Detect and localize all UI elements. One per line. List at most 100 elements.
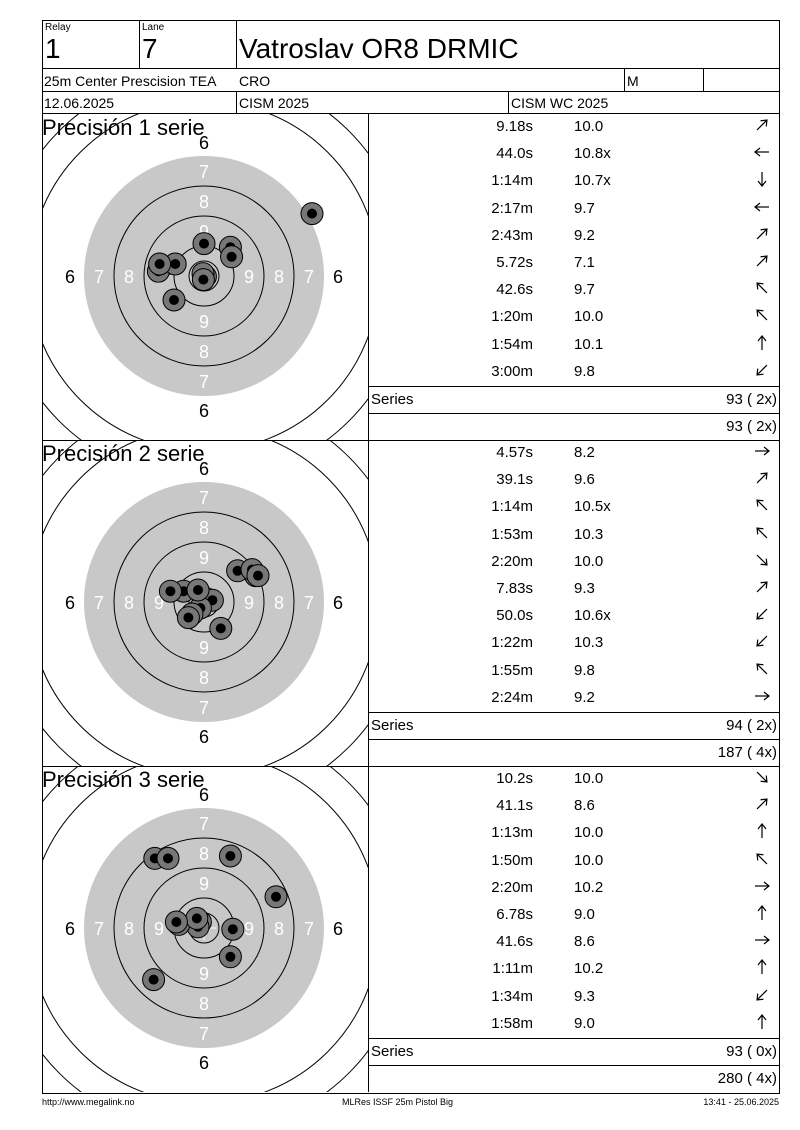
shot-time: 39.1s xyxy=(496,471,533,489)
target-ring xyxy=(143,867,265,989)
sheet-frame xyxy=(42,20,780,1094)
shot-center xyxy=(183,612,194,623)
shot-row: 6.78s 9.0 xyxy=(369,902,779,929)
shot-direction-arrow-icon xyxy=(756,852,768,864)
shot-time: 1:34m xyxy=(491,987,533,1005)
shot-center xyxy=(226,251,237,262)
ring-label: 8 xyxy=(199,994,209,1014)
shot-time: 1:58m xyxy=(491,1014,533,1032)
shot-group xyxy=(158,558,270,640)
shot-time: 44.0s xyxy=(496,145,533,163)
date: 12.06.2025 xyxy=(44,95,115,111)
relay-label: Relay xyxy=(45,22,71,33)
ring-label: 6 xyxy=(65,593,75,613)
shot-center xyxy=(199,238,209,249)
series-total: 93 ( 0x) xyxy=(726,1043,777,1060)
ring-label: 8 xyxy=(274,593,284,613)
shot-score: 9.7 xyxy=(574,199,595,217)
shot-row: 50.0s 10.6x xyxy=(369,603,779,630)
ring-label: 9 xyxy=(199,964,209,984)
shot-direction-arrow-icon xyxy=(755,881,770,891)
ring-label: 7 xyxy=(199,162,209,182)
shot-time: 1:13m xyxy=(491,824,533,842)
shot-time: 2:20m xyxy=(491,552,533,570)
shot-row: 1:58m 9.0 xyxy=(369,1011,779,1038)
ring-label: 8 xyxy=(274,267,284,287)
shot-center xyxy=(193,585,203,595)
series-title: Precisión 3 serie xyxy=(42,767,205,792)
shot-score: 10.0 xyxy=(574,118,604,135)
shot-row: 10.2s 10.0 xyxy=(369,766,779,793)
ring-label: 9 xyxy=(199,874,209,894)
shot-center xyxy=(165,586,176,597)
footer-url[interactable]: http://www.megalink.no xyxy=(42,1097,135,1107)
shot-score: 9.3 xyxy=(574,987,595,1005)
shot-score: 10.0 xyxy=(574,552,604,570)
ring-label: 8 xyxy=(199,342,209,362)
series-divider xyxy=(42,766,780,767)
shot-time: 1:55m xyxy=(491,661,533,679)
shot-direction-arrow-icon xyxy=(757,823,767,839)
shot-row: 1:50m 10.0 xyxy=(369,848,779,875)
shot-score: 10.8x xyxy=(574,145,611,163)
shot-time: 41.6s xyxy=(496,933,533,951)
shot-row: 39.1s 9.6 xyxy=(369,467,779,494)
shot-time: 2:17m xyxy=(491,199,533,217)
shot-direction-arrow-icon xyxy=(757,905,767,920)
ring-label: 7 xyxy=(94,593,104,613)
shot-row: 1:14m 10.5x xyxy=(369,494,779,521)
ring-label: 6 xyxy=(333,593,343,613)
shot-direction-arrow-icon xyxy=(756,608,768,620)
ring-label: 6 xyxy=(199,785,209,805)
ring-label: 6 xyxy=(199,459,209,479)
gender: M xyxy=(627,73,639,89)
series-total: 94 ( 2x) xyxy=(726,717,777,734)
shot-direction-arrow-icon xyxy=(756,472,768,484)
shot-direction-arrow-icon xyxy=(756,309,768,321)
shot-row: 1:55m 9.8 xyxy=(369,658,779,685)
series-total: 93 ( 2x) xyxy=(726,391,777,408)
shot-center xyxy=(215,623,226,634)
shot-center xyxy=(227,924,238,935)
column-divider xyxy=(368,766,369,1092)
series-label: Series xyxy=(371,391,414,408)
shot-center xyxy=(191,913,202,924)
series-total-row: Series 93 ( 2x) xyxy=(369,386,779,413)
shot-group xyxy=(146,202,324,312)
series-divider xyxy=(42,440,780,441)
shot-row: 2:24m 9.2 xyxy=(369,685,779,712)
event-name: 25m Center Prescision TEA xyxy=(44,73,217,89)
footer-timestamp: 13:41 - 25.06.2025 xyxy=(703,1097,779,1107)
shot-direction-arrow-icon xyxy=(754,147,769,157)
ring-label: 9 xyxy=(199,638,209,658)
ring-label: 9 xyxy=(154,593,164,613)
ring-label: 7 xyxy=(304,267,314,287)
target-ring xyxy=(113,511,295,693)
shot-direction-arrow-icon xyxy=(757,959,767,975)
shot-row: 2:17m 9.7 xyxy=(369,196,779,223)
ring-label: 9 xyxy=(244,267,254,287)
divider xyxy=(139,20,140,68)
shot-direction-arrow-icon xyxy=(756,499,768,511)
shot-direction-arrow-icon xyxy=(756,989,768,1001)
shot-score: 10.0 xyxy=(574,824,604,842)
divider xyxy=(42,91,780,92)
shot-score: 9.0 xyxy=(574,906,595,923)
shot-score: 10.3 xyxy=(574,634,604,652)
shot-center xyxy=(171,917,182,927)
running-total: 187 ( 4x) xyxy=(717,744,777,761)
ring-label: 8 xyxy=(199,192,209,212)
ring-label: 7 xyxy=(304,593,314,613)
shot-row: 2:20m 10.2 xyxy=(369,875,779,902)
running-total-row: 280 ( 4x) xyxy=(369,1065,779,1092)
ring-label: 9 xyxy=(244,593,254,613)
ring-label: 8 xyxy=(199,844,209,864)
shot-direction-arrow-icon xyxy=(757,1013,767,1029)
series-label: Series xyxy=(371,717,414,734)
shot-score: 10.6x xyxy=(574,607,611,625)
shot-direction-arrow-icon xyxy=(756,554,768,566)
shot-row: 1:20m 10.0 xyxy=(369,304,779,331)
ring-label: 8 xyxy=(274,919,284,939)
ring-label: 9 xyxy=(154,919,164,939)
